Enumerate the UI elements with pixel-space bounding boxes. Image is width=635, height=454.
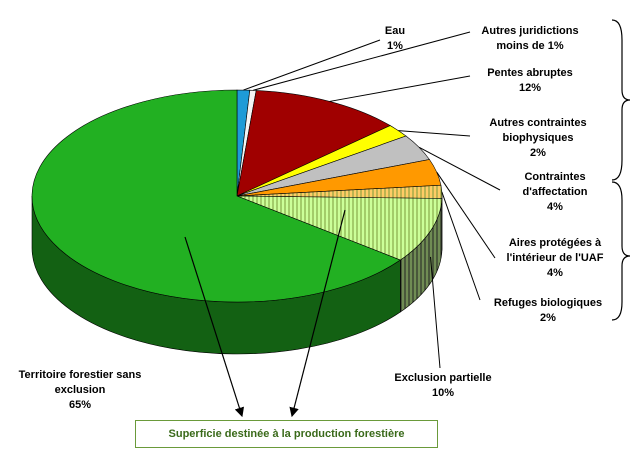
slice-label: Territoire forestier sans exclusion 65% [5,368,155,413]
slice-label: Eau 1% [365,24,425,54]
value-label: 4% [547,201,563,213]
leader-line [436,171,496,259]
leader-line [430,256,441,369]
annotation-box: Superficie destinée à la production fore… [135,420,438,448]
value-label: 1% [387,40,403,52]
brace [611,181,631,321]
category-label: Autres juridictions [481,25,579,37]
arrow [289,209,346,418]
leader-line [243,39,381,91]
value-label: 65% [68,399,92,411]
category-label: Exclusion partielle [394,372,492,384]
category-label: Eau [384,25,406,37]
leader-line [329,75,471,102]
slice-label: Refuges biologiques 2% [478,296,618,326]
leader-line [252,31,471,91]
slice [236,90,391,197]
leader-line [398,130,471,137]
leader-line [441,191,481,301]
slice-label: Exclusion partielle 10% [368,371,518,401]
slice-label: Pentes abruptes 12% [465,66,595,96]
slice-label: Aires protégées à l'intérieur de l'UAF 4% [495,236,615,281]
category-label: Aires protégées à l'intérieur de l'UAF [506,237,604,264]
category-label: Contraintes d'affectation [522,171,588,198]
leader-line [418,146,501,191]
arrow [184,236,245,418]
slice-label: Contraintes d'affectation 4% [500,170,610,215]
brace [611,19,631,181]
value-label: moins de 1% [496,40,564,52]
value-label: 4% [547,267,563,279]
category-label: Autres contraintes biophysiques [489,117,587,144]
category-label: Territoire forestier sans exclusion [18,369,142,396]
slice [31,89,402,303]
category-label: Refuges biologiques [493,297,603,309]
value-label: 2% [540,312,556,324]
value-label: 2% [530,147,546,159]
slice [236,195,443,261]
slice-label: Autres contraintes biophysiques 2% [468,116,608,161]
slice-label: Autres juridictions moins de 1% [465,24,595,54]
value-label: 10% [431,387,455,399]
value-label: 12% [518,82,542,94]
category-label: Pentes abruptes [487,67,573,79]
